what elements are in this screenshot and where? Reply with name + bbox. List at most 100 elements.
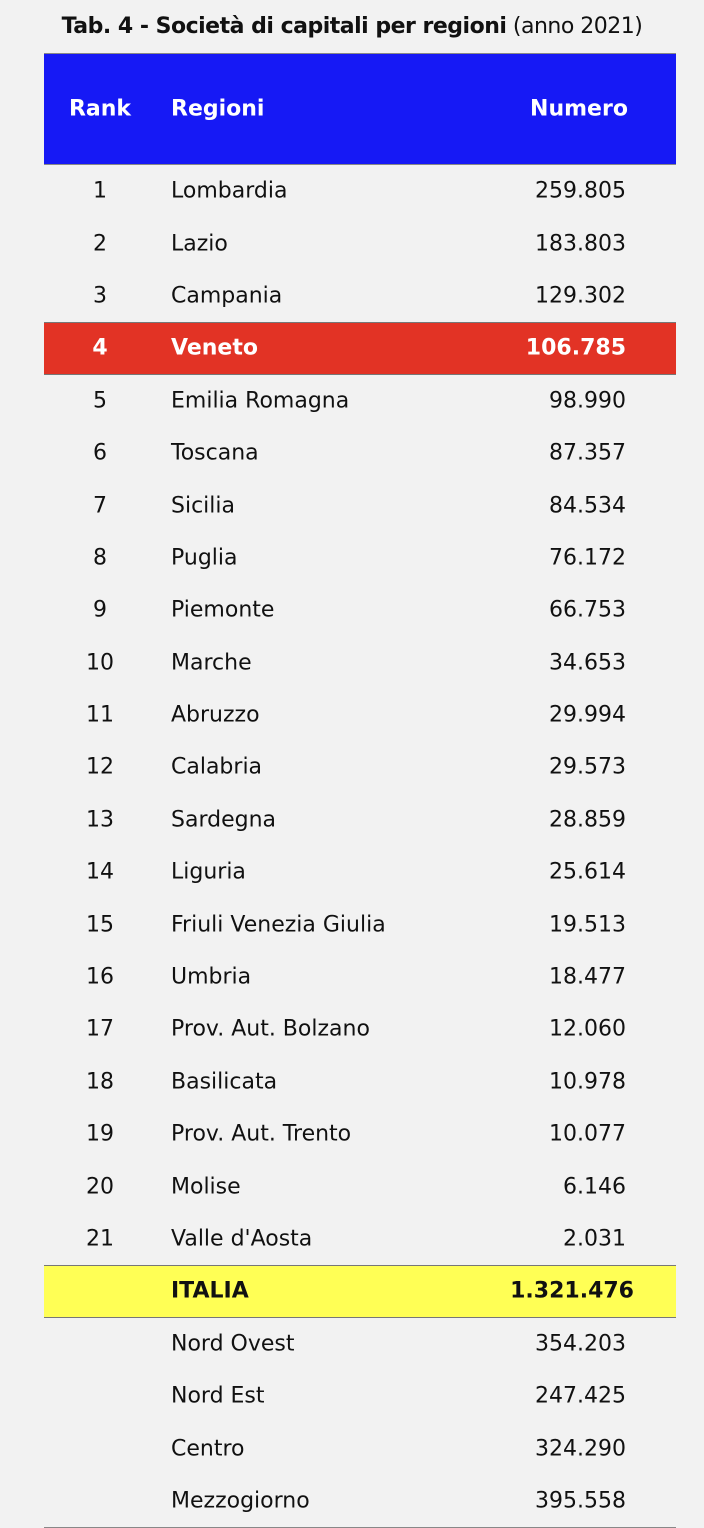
rank-cell: 4 bbox=[92, 335, 108, 361]
rank-cell: 8 bbox=[93, 545, 107, 571]
header-region: Regioni bbox=[171, 96, 265, 122]
region-cell: Puglia bbox=[171, 545, 238, 571]
number-cell: 76.172 bbox=[549, 545, 626, 571]
rank-cell: 21 bbox=[86, 1226, 114, 1252]
table-row: 6 Toscana 87.357 bbox=[44, 427, 676, 479]
rank-cell: 3 bbox=[93, 283, 107, 309]
number-cell: 259.805 bbox=[535, 178, 626, 204]
table-body: 1 Lombardia 259.805 2 Lazio 183.803 3 Campania 1… bbox=[44, 165, 676, 1528]
number-cell: 10.077 bbox=[549, 1121, 626, 1147]
number-cell: 84.534 bbox=[549, 493, 626, 519]
rank-cell: 1 bbox=[93, 178, 107, 204]
rank-cell: 15 bbox=[86, 912, 114, 938]
area-row: Nord Ovest 354.203 bbox=[44, 1318, 676, 1370]
number-cell: 324.290 bbox=[535, 1436, 626, 1462]
rank-cell: 6 bbox=[93, 440, 107, 466]
table-row: 15 Friuli Venezia Giulia 19.513 bbox=[44, 898, 676, 950]
rank-cell: 12 bbox=[86, 754, 114, 780]
region-cell: Prov. Aut. Bolzano bbox=[171, 1016, 370, 1042]
table-row: 9 Piemonte 66.753 bbox=[44, 584, 676, 636]
rank-cell: 20 bbox=[86, 1174, 114, 1200]
number-cell: 247.425 bbox=[535, 1383, 626, 1409]
number-cell: 354.203 bbox=[535, 1331, 626, 1357]
region-cell: Lazio bbox=[171, 231, 228, 257]
number-cell: 106.785 bbox=[525, 335, 626, 361]
region-cell: Calabria bbox=[171, 754, 263, 780]
table-row: 2 Lazio 183.803 bbox=[44, 217, 676, 269]
rank-cell: 11 bbox=[86, 702, 114, 728]
rank-cell: 16 bbox=[86, 964, 114, 990]
area-row: Centro 324.290 bbox=[44, 1422, 676, 1474]
table-row: 18 Basilicata 10.978 bbox=[44, 1056, 676, 1108]
title-year: (anno 2021) bbox=[512, 14, 643, 39]
area-cell: Centro bbox=[171, 1436, 245, 1462]
region-cell: Piemonte bbox=[171, 597, 275, 623]
region-cell: Valle d'Aosta bbox=[171, 1226, 313, 1252]
table-row: 3 Campania 129.302 bbox=[44, 270, 676, 322]
area-cell: Nord Est bbox=[171, 1383, 265, 1409]
number-cell: 395.558 bbox=[535, 1488, 626, 1514]
number-cell: 183.803 bbox=[535, 231, 626, 257]
region-cell: Emilia Romagna bbox=[171, 388, 350, 414]
table-row: 8 Puglia 76.172 bbox=[44, 532, 676, 584]
number-cell: 19.513 bbox=[549, 912, 626, 938]
region-cell: Veneto bbox=[171, 335, 258, 361]
number-cell: 25.614 bbox=[549, 859, 626, 885]
number-cell: 34.653 bbox=[549, 650, 626, 676]
table-row: 17 Prov. Aut. Bolzano 12.060 bbox=[44, 1003, 676, 1055]
region-cell: Sardegna bbox=[171, 807, 276, 833]
area-cell: Nord Ovest bbox=[171, 1331, 295, 1357]
table-row: 20 Molise 6.146 bbox=[44, 1160, 676, 1212]
total-row: ITALIA 1.321.476 bbox=[44, 1265, 676, 1318]
number-cell: 6.146 bbox=[563, 1174, 626, 1200]
number-cell: 29.994 bbox=[549, 702, 626, 728]
number-cell: 12.060 bbox=[549, 1016, 626, 1042]
number-cell: 10.978 bbox=[549, 1069, 626, 1095]
number-cell: 66.753 bbox=[549, 597, 626, 623]
table-row: 16 Umbria 18.477 bbox=[44, 951, 676, 1003]
number-cell: 18.477 bbox=[549, 964, 626, 990]
table-row: 19 Prov. Aut. Trento 10.077 bbox=[44, 1108, 676, 1160]
table-row: 13 Sardegna 28.859 bbox=[44, 794, 676, 846]
region-cell: Campania bbox=[171, 283, 283, 309]
region-cell: Toscana bbox=[171, 440, 259, 466]
area-row: Nord Est 247.425 bbox=[44, 1370, 676, 1422]
table-row: 1 Lombardia 259.805 bbox=[44, 165, 676, 217]
number-cell: 2.031 bbox=[563, 1226, 626, 1252]
title-bold: Tab. 4 - Società di capitali per regioni bbox=[61, 14, 507, 39]
table-title: Tab. 4 - Società di capitali per regioni… bbox=[0, 14, 704, 39]
highlighted-row: 4 Veneto 106.785 bbox=[44, 322, 676, 375]
area-cell: Mezzogiorno bbox=[171, 1488, 310, 1514]
rank-cell: 18 bbox=[86, 1069, 114, 1095]
region-cell: Abruzzo bbox=[171, 702, 260, 728]
area-row: Mezzogiorno 395.558 bbox=[44, 1475, 676, 1528]
number-cell: 98.990 bbox=[549, 388, 626, 414]
region-cell: Friuli Venezia Giulia bbox=[171, 912, 386, 938]
rank-cell: 10 bbox=[86, 650, 114, 676]
region-cell: Molise bbox=[171, 1174, 241, 1200]
region-cell: Prov. Aut. Trento bbox=[171, 1121, 352, 1147]
rank-cell: 14 bbox=[86, 859, 114, 885]
regions-table: Rank Regioni Numero 1 Lombardia 259.805 2 La… bbox=[44, 53, 676, 1528]
total-number: 1.321.476 bbox=[510, 1278, 634, 1304]
header-rank: Rank bbox=[68, 96, 132, 122]
rank-cell: 17 bbox=[86, 1016, 114, 1042]
rank-cell: 2 bbox=[93, 231, 107, 257]
total-label: ITALIA bbox=[171, 1278, 249, 1304]
rank-cell: 7 bbox=[93, 493, 107, 519]
table-row: 5 Emilia Romagna 98.990 bbox=[44, 375, 676, 427]
region-cell: Marche bbox=[171, 650, 252, 676]
number-cell: 29.573 bbox=[549, 754, 626, 780]
table-row: 12 Calabria 29.573 bbox=[44, 741, 676, 793]
region-cell: Basilicata bbox=[171, 1069, 278, 1095]
table-row: 7 Sicilia 84.534 bbox=[44, 479, 676, 531]
number-cell: 87.357 bbox=[549, 440, 626, 466]
rank-cell: 5 bbox=[93, 388, 107, 414]
table-header: Rank Regioni Numero bbox=[44, 53, 676, 165]
region-cell: Sicilia bbox=[171, 493, 235, 519]
region-cell: Liguria bbox=[171, 859, 246, 885]
number-cell: 129.302 bbox=[535, 283, 626, 309]
table-row: 11 Abruzzo 29.994 bbox=[44, 689, 676, 741]
rank-cell: 19 bbox=[86, 1121, 114, 1147]
header-number: Numero bbox=[530, 96, 628, 122]
